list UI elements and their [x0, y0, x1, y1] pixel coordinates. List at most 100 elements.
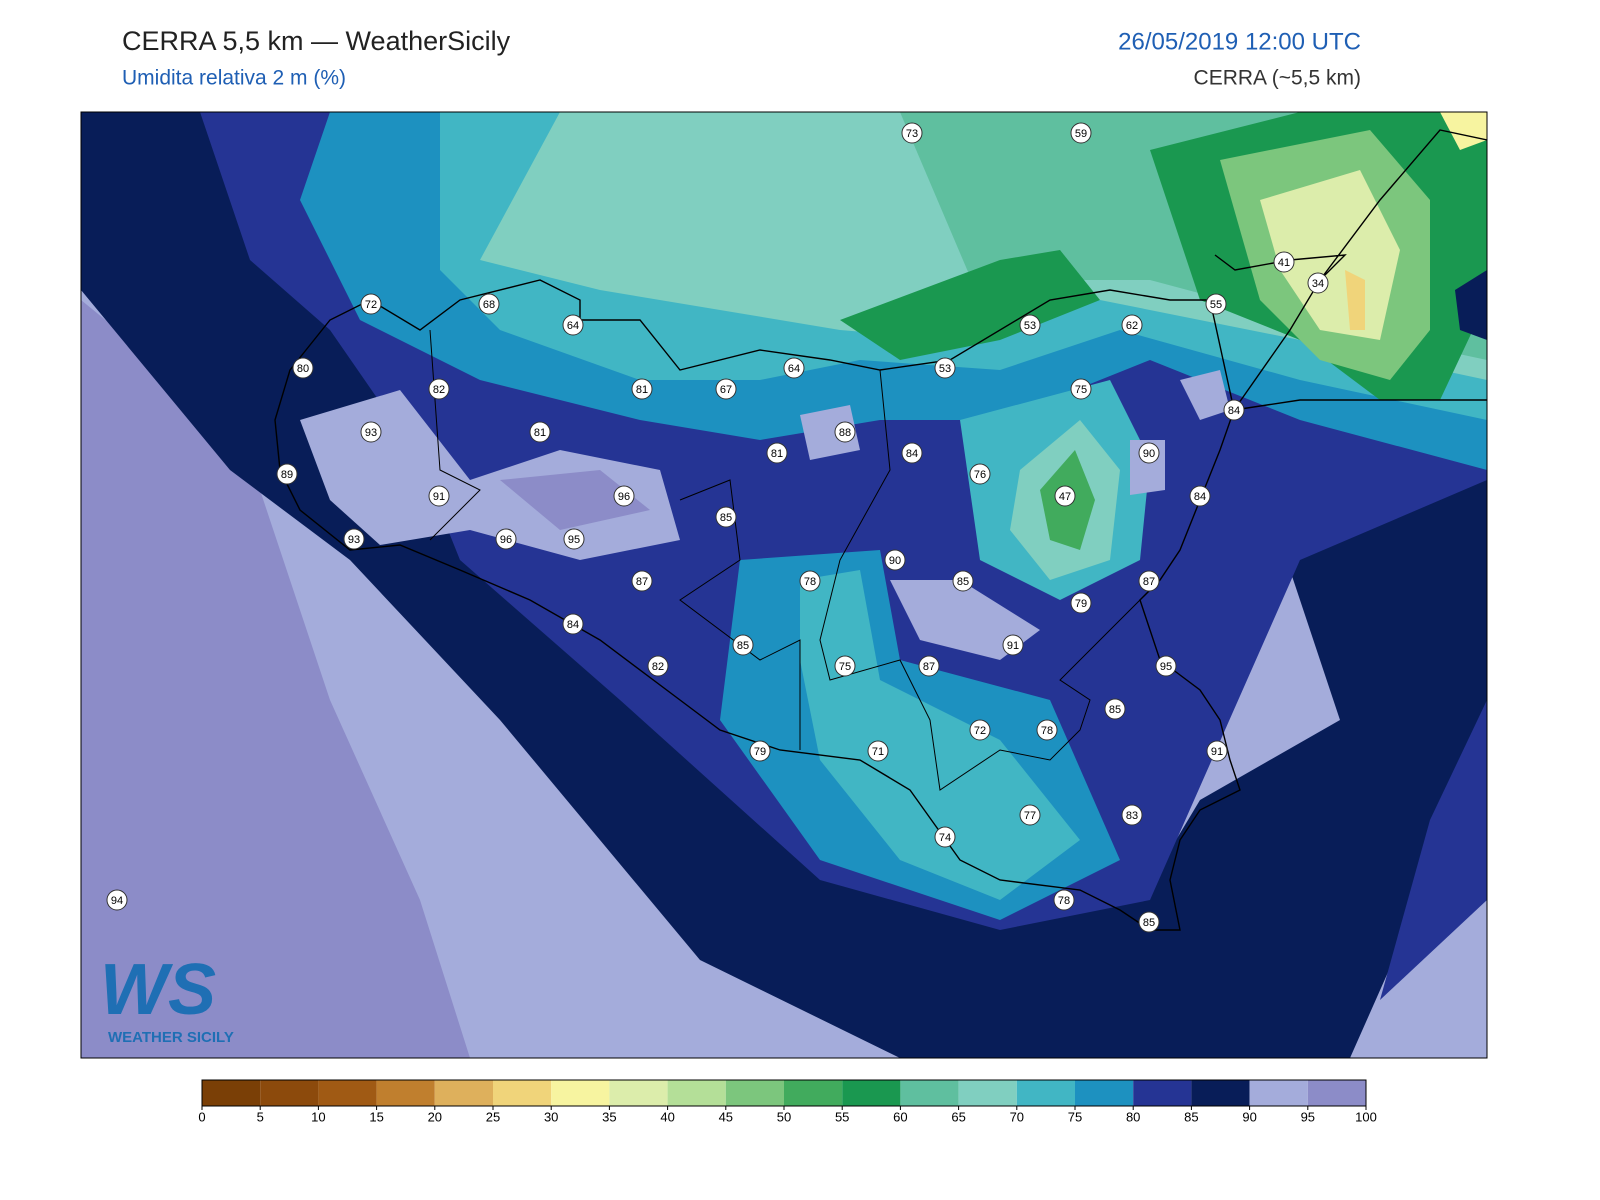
province-borders — [429, 329, 1141, 791]
station-marker — [918, 655, 940, 677]
station-value: 74 — [939, 832, 951, 844]
station: 76 — [969, 463, 991, 485]
station-marker — [478, 293, 500, 315]
station-value: 85 — [1109, 704, 1121, 716]
station-marker — [1054, 485, 1076, 507]
colorbar-bin — [318, 1080, 377, 1106]
station: 93 — [360, 421, 382, 443]
title: CERRA 5,5 km — WeatherSicily — [122, 26, 511, 56]
colorbar-tick-label: 30 — [544, 1109, 558, 1124]
colorbar: 0 5 10 15 20 25 30 35 40 45 50 55 60 65 70 75 80 85 90 95 10… — [198, 1079, 1377, 1124]
station: 72 — [360, 293, 382, 315]
station-value: 84 — [567, 619, 579, 631]
station: 90 — [884, 549, 906, 571]
station-marker — [834, 421, 856, 443]
station: 79 — [749, 740, 771, 762]
colorbar-bin — [1307, 1080, 1366, 1106]
field-100 — [81, 300, 470, 1058]
field-75b — [800, 570, 1080, 900]
station-value: 34 — [1312, 278, 1324, 290]
station-value: 72 — [365, 299, 377, 311]
colorbar-tick-label: 70 — [1010, 1109, 1024, 1124]
station-marker — [901, 442, 923, 464]
colorbar-tick-label: 40 — [660, 1109, 674, 1124]
station-marker — [360, 293, 382, 315]
colorbar-bin — [784, 1080, 843, 1106]
source: CERRA (~5,5 km) — [1194, 67, 1361, 90]
station: 78 — [799, 570, 821, 592]
station: 85 — [1138, 911, 1160, 933]
station-value: 75 — [1075, 384, 1087, 396]
station-value: 85 — [1143, 917, 1155, 929]
logo-text: WEATHER SICILY — [108, 1029, 234, 1046]
station: 75 — [1070, 378, 1092, 400]
station-marker — [867, 740, 889, 762]
colorbar-bin — [1249, 1080, 1308, 1106]
station: 81 — [631, 378, 653, 400]
station: 82 — [428, 378, 450, 400]
field — [81, 112, 1487, 1058]
station: 93 — [343, 528, 365, 550]
station: 53 — [1019, 314, 1041, 336]
station-marker — [1053, 889, 1075, 911]
colorbar-tick-label: 95 — [1301, 1109, 1315, 1124]
colorbar-tick-label: 20 — [428, 1109, 442, 1124]
station: 89 — [276, 463, 298, 485]
station-marker — [1205, 293, 1227, 315]
station-value: 82 — [433, 384, 445, 396]
station-marker — [631, 378, 653, 400]
station-marker — [1138, 570, 1160, 592]
station-marker — [934, 357, 956, 379]
station-value: 96 — [500, 534, 512, 546]
station: 84 — [901, 442, 923, 464]
station: 53 — [934, 357, 956, 379]
station: 91 — [1206, 740, 1228, 762]
station-marker — [1138, 911, 1160, 933]
station: 41 — [1273, 251, 1295, 273]
station-marker — [343, 528, 365, 550]
station: 74 — [934, 826, 956, 848]
station-marker — [799, 570, 821, 592]
station-value: 68 — [483, 299, 495, 311]
station-value: 64 — [567, 320, 579, 332]
colorbar-bin — [667, 1080, 726, 1106]
station-value: 72 — [974, 725, 986, 737]
station-value: 95 — [1160, 661, 1172, 673]
colorbar-tick-label: 100 — [1355, 1109, 1377, 1124]
field-95f — [1180, 370, 1230, 420]
colorbar-bin — [900, 1080, 959, 1106]
station: 91 — [428, 485, 450, 507]
station-marker — [276, 463, 298, 485]
colorbar-bin — [842, 1080, 901, 1106]
station-marker — [613, 485, 635, 507]
station: 34 — [1307, 272, 1329, 294]
station-value: 90 — [889, 555, 901, 567]
station-marker — [106, 889, 128, 911]
station-marker — [1189, 485, 1211, 507]
station-value: 82 — [652, 661, 664, 673]
station-value: 93 — [348, 534, 360, 546]
station-value: 47 — [1059, 491, 1071, 503]
station-value: 78 — [804, 576, 816, 588]
map-frame — [80, 111, 1488, 1059]
colorbar-bin — [551, 1080, 610, 1106]
station-value: 78 — [1058, 895, 1070, 907]
station-marker — [884, 549, 906, 571]
station-value: 87 — [923, 661, 935, 673]
colorbar-tick-label: 90 — [1242, 1109, 1256, 1124]
station-marker — [732, 634, 754, 656]
station: 85 — [1104, 698, 1126, 720]
station-marker — [1070, 592, 1092, 614]
station-marker — [292, 357, 314, 379]
field-90b — [1455, 270, 1487, 340]
station-marker — [563, 528, 585, 550]
station-value: 59 — [1075, 128, 1087, 140]
station-value: 88 — [839, 427, 851, 439]
colorbar-bin — [260, 1080, 319, 1106]
station: 77 — [1019, 804, 1041, 826]
station-value: 96 — [618, 491, 630, 503]
station-value: 95 — [568, 534, 580, 546]
station: 88 — [834, 421, 856, 443]
station-value: 91 — [1211, 746, 1223, 758]
